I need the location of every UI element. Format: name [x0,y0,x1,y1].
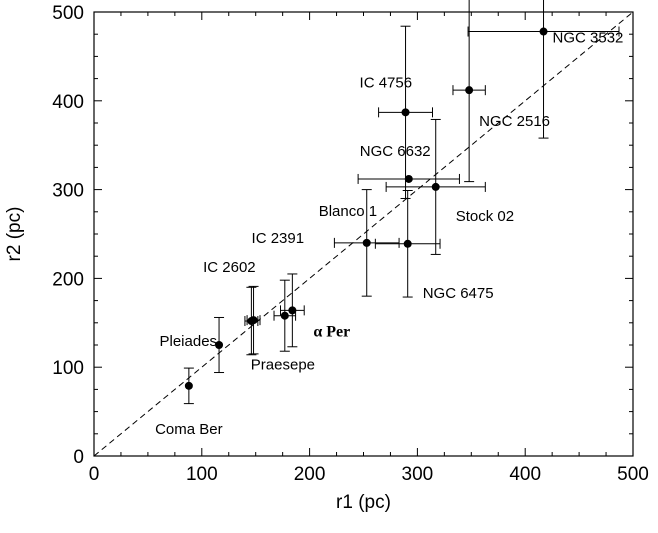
y-tick-label: 500 [52,3,84,24]
data-point [404,174,413,183]
y-tick-label: 0 [73,447,84,468]
point-label: NGC 3532 [553,30,624,47]
x-tick-label: 300 [402,464,434,485]
data-point [184,381,193,390]
point-label: NGC 6475 [423,285,494,302]
data-point [249,316,258,325]
y-tick-label: 200 [52,269,84,290]
point-label: NGC 2516 [479,113,550,130]
data-point [431,182,440,191]
data-point [280,311,289,320]
data-point [288,306,297,315]
y-axis-title: r2 (pc) [4,207,25,262]
axis-ticks: 0 100 200 300 400 500 0 100 200 300 400 500 [52,3,649,485]
y-tick-label: 300 [52,181,84,202]
data-point [465,86,474,95]
plot-area: 0 100 200 300 400 500 0 100 200 300 400 500 Coma Be… [52,0,649,485]
point-label: IC 4756 [360,74,413,91]
point-label: IC 2602 [203,259,256,276]
point-label: Coma Ber [155,421,223,438]
data-point [215,341,224,349]
data-points [184,27,548,390]
point-label: Stock 02 [456,208,514,225]
point-label: IC 2391 [252,230,305,247]
data-point [401,108,410,117]
point-label: α Per [313,323,350,340]
data-point [539,27,548,36]
x-tick-label: 500 [617,464,649,485]
x-tick-label: 100 [186,464,218,485]
x-tick-label: 200 [294,464,326,485]
data-point [403,239,412,248]
point-label: Praesepe [251,357,315,374]
point-label: Pleiades [160,333,218,350]
point-label: Blanco 1 [319,203,377,220]
point-label: NGC 6632 [360,143,431,160]
y-tick-label: 100 [52,358,84,379]
x-tick-label: 400 [509,464,541,485]
error-bars [183,0,620,405]
y-tick-label: 400 [52,92,84,113]
x-axis-title: r1 (pc) [336,492,391,513]
data-point [362,238,371,247]
point-labels: Coma Ber Pleiades IC 2602 IC 2391 Praesepe α … [155,30,623,438]
x-tick-label: 0 [89,464,100,485]
